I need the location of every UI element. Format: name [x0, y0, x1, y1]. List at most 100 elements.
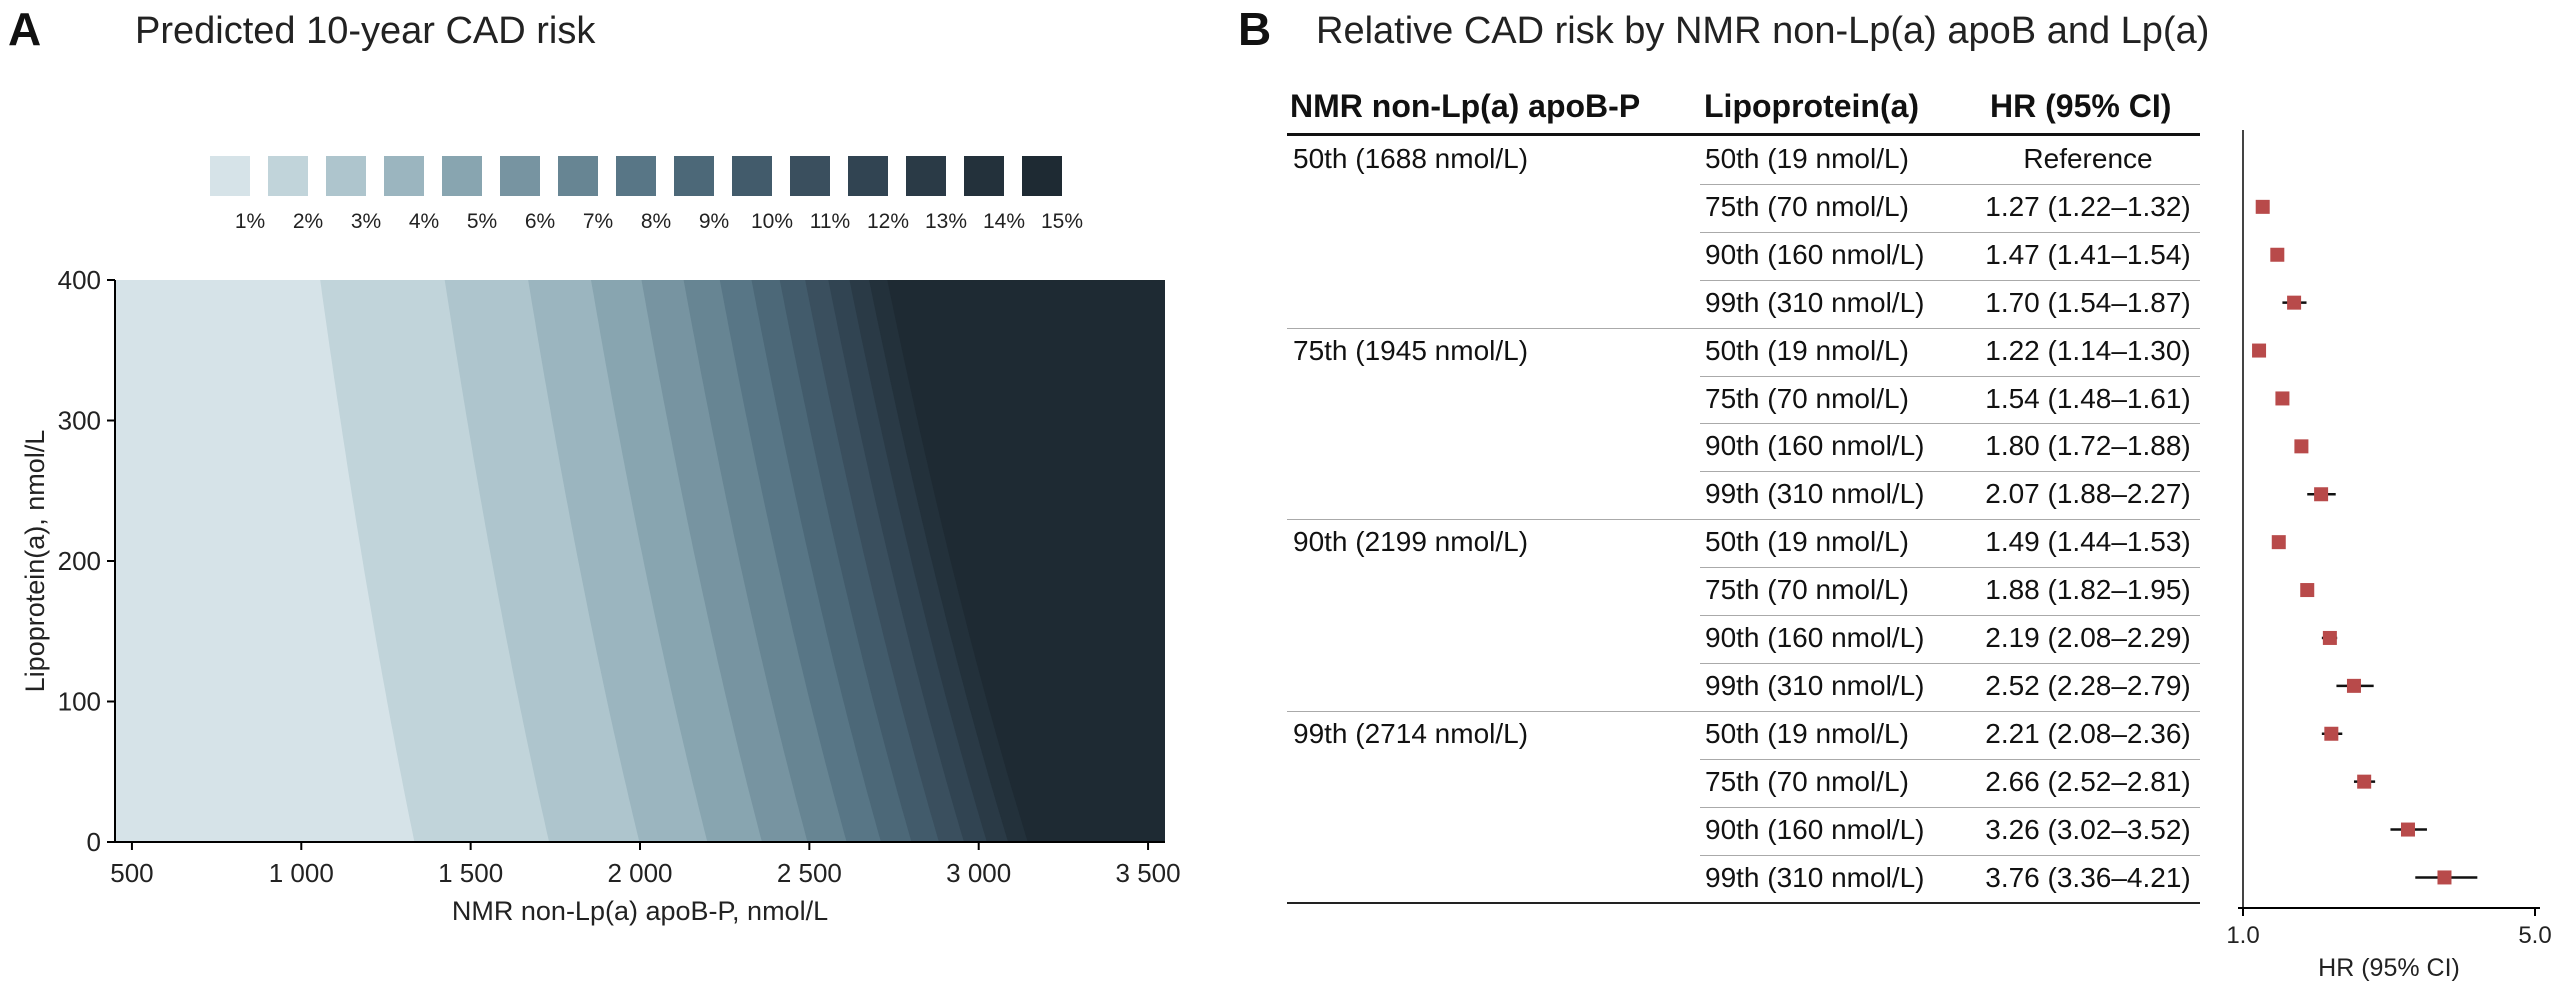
- hr-cell: 2.19 (2.08–2.29): [1985, 622, 2191, 653]
- legend-swatch: [848, 156, 888, 196]
- row-separator: [1700, 615, 2200, 616]
- apob-cell: 90th (2199 nmol/L): [1293, 526, 1529, 558]
- hr-point: [2252, 343, 2267, 358]
- hr-cell: 1.22 (1.14–1.30): [1985, 334, 2191, 366]
- legend-label: 13%: [925, 210, 967, 233]
- legend-label: 7%: [583, 210, 613, 233]
- row-separator: [1700, 567, 2200, 569]
- hr-point: [2271, 535, 2286, 550]
- lpa-cell: 99th (310 nmol/L): [1705, 478, 1925, 510]
- lpa-cell: 90th (160 nmol/L): [1705, 622, 1925, 653]
- legend-label: 15%: [1041, 210, 1083, 233]
- lpa-cell: 50th (19 nmol/L): [1705, 334, 1909, 366]
- row-separator: [1700, 806, 2200, 808]
- hr-cell: 1.49 (1.44–1.53): [1985, 526, 2191, 558]
- legend-swatch: [500, 156, 540, 196]
- lpa-cell: 75th (70 nmol/L): [1705, 382, 1909, 414]
- hr-cell: 1.54 (1.48–1.61): [1985, 382, 2191, 414]
- y-tick-label: 100: [58, 687, 101, 717]
- hr-cell: Reference: [2023, 143, 2153, 174]
- legend-swatch: [326, 156, 366, 196]
- lpa-cell: 99th (310 nmol/L): [1705, 861, 1925, 893]
- risk-contour-chart: 1% 2% 3% 4% 5% 6% 7% 8% 9% 10% 11% 12% 13% 14% 15% 500…: [20, 156, 1181, 926]
- legend-label: 4%: [409, 210, 439, 233]
- legend-label: 11%: [810, 210, 850, 233]
- y-tick-label: 0: [87, 827, 101, 857]
- legend-swatch: [964, 156, 1004, 196]
- lpa-cell: 75th (70 nmol/L): [1705, 574, 1909, 606]
- legend-swatch: [384, 156, 424, 196]
- hr-point: [2287, 295, 2302, 310]
- row-separator: [1700, 471, 2200, 473]
- panel-b-letter: B: [1238, 3, 1272, 55]
- hr-point: [2270, 247, 2285, 262]
- apob-cell: 99th (2714 nmol/L): [1293, 717, 1529, 749]
- legend-swatch: [790, 156, 830, 196]
- hr-point: [2346, 678, 2361, 693]
- column-header-lpa: Lipoprotein(a): [1704, 88, 1920, 124]
- legend-label: 8%: [641, 210, 671, 233]
- hr-cell: 2.07 (1.88–2.27): [1985, 478, 2191, 510]
- hr-point: [2324, 726, 2339, 741]
- row-separator: [1700, 854, 2200, 856]
- legend-label: 9%: [699, 210, 729, 233]
- hr-point: [2357, 774, 2372, 789]
- lpa-cell: 99th (310 nmol/L): [1705, 669, 1925, 701]
- forest-x-tick-label: 5.0: [2518, 922, 2551, 949]
- legend-swatch: [558, 156, 598, 196]
- hr-cell: 3.76 (3.36–4.21): [1985, 861, 2191, 893]
- hr-point: [2437, 870, 2452, 885]
- apob-cell: 50th (1688 nmol/L): [1293, 143, 1529, 174]
- lpa-cell: 50th (19 nmol/L): [1705, 143, 1909, 174]
- hr-cell: 2.66 (2.52–2.81): [1985, 765, 2191, 797]
- hr-cell: 2.52 (2.28–2.79): [1985, 669, 2191, 701]
- hr-cell: 1.80 (1.72–1.88): [1985, 430, 2191, 462]
- lpa-cell: 75th (70 nmol/L): [1705, 190, 1909, 222]
- y-tick-label: 200: [58, 546, 101, 576]
- hr-point: [2300, 583, 2315, 598]
- legend-label: 3%: [351, 210, 381, 233]
- x-tick-label: 2 000: [607, 858, 672, 888]
- row-separator: [1700, 423, 2200, 425]
- hr-point: [2294, 439, 2309, 454]
- hr-point: [2322, 630, 2337, 645]
- x-tick-label: 2 500: [777, 858, 842, 888]
- x-tick-label: 3 500: [1116, 858, 1181, 888]
- legend-swatch: [1022, 156, 1062, 196]
- lpa-cell: 99th (310 nmol/L): [1705, 286, 1925, 318]
- legend-label: 12%: [867, 210, 909, 233]
- apob-cell: 75th (1945 nmol/L): [1293, 334, 1529, 366]
- legend-swatch: [732, 156, 772, 196]
- row-separator: [1287, 902, 2200, 905]
- contour-band: [887, 280, 1165, 842]
- x-axis-label: NMR non-Lp(a) apoB-P, nmol/L: [452, 896, 828, 926]
- legend-label: 2%: [293, 210, 323, 233]
- y-axis-label: Lipoprotein(a), nmol/L: [20, 430, 50, 693]
- column-header-hr: HR (95% CI): [1990, 88, 2172, 124]
- lpa-cell: 75th (70 nmol/L): [1705, 765, 1909, 797]
- hr-cell: 3.26 (3.02–3.52): [1985, 813, 2191, 845]
- x-tick-label: 500: [110, 858, 153, 888]
- lpa-cell: 90th (160 nmol/L): [1705, 813, 1925, 845]
- lpa-cell: 50th (19 nmol/L): [1705, 526, 1909, 558]
- row-separator: [1287, 519, 2200, 521]
- lpa-cell: 90th (160 nmol/L): [1705, 238, 1925, 270]
- legend-label: 5%: [467, 210, 497, 233]
- lpa-cell: 90th (160 nmol/L): [1705, 430, 1925, 462]
- row-separator: [1287, 327, 2200, 329]
- row-separator: [1700, 183, 2200, 185]
- panel-a-letter: A: [8, 3, 42, 55]
- x-tick-label: 3 000: [946, 858, 1011, 888]
- legend-label: 10%: [751, 210, 793, 233]
- legend-label: 6%: [525, 210, 555, 233]
- legend-swatch: [616, 156, 656, 196]
- x-tick-label: 1 000: [269, 858, 334, 888]
- header-rule: [1287, 133, 2200, 136]
- row-separator: [1287, 710, 2200, 712]
- legend-swatch: [268, 156, 308, 196]
- legend-swatch: [906, 156, 946, 196]
- hr-cell: 1.70 (1.54–1.87): [1985, 286, 2191, 318]
- row-separator: [1700, 279, 2200, 281]
- forest-x-label: HR (95% CI): [2318, 954, 2460, 982]
- legend-label: 1%: [235, 210, 265, 233]
